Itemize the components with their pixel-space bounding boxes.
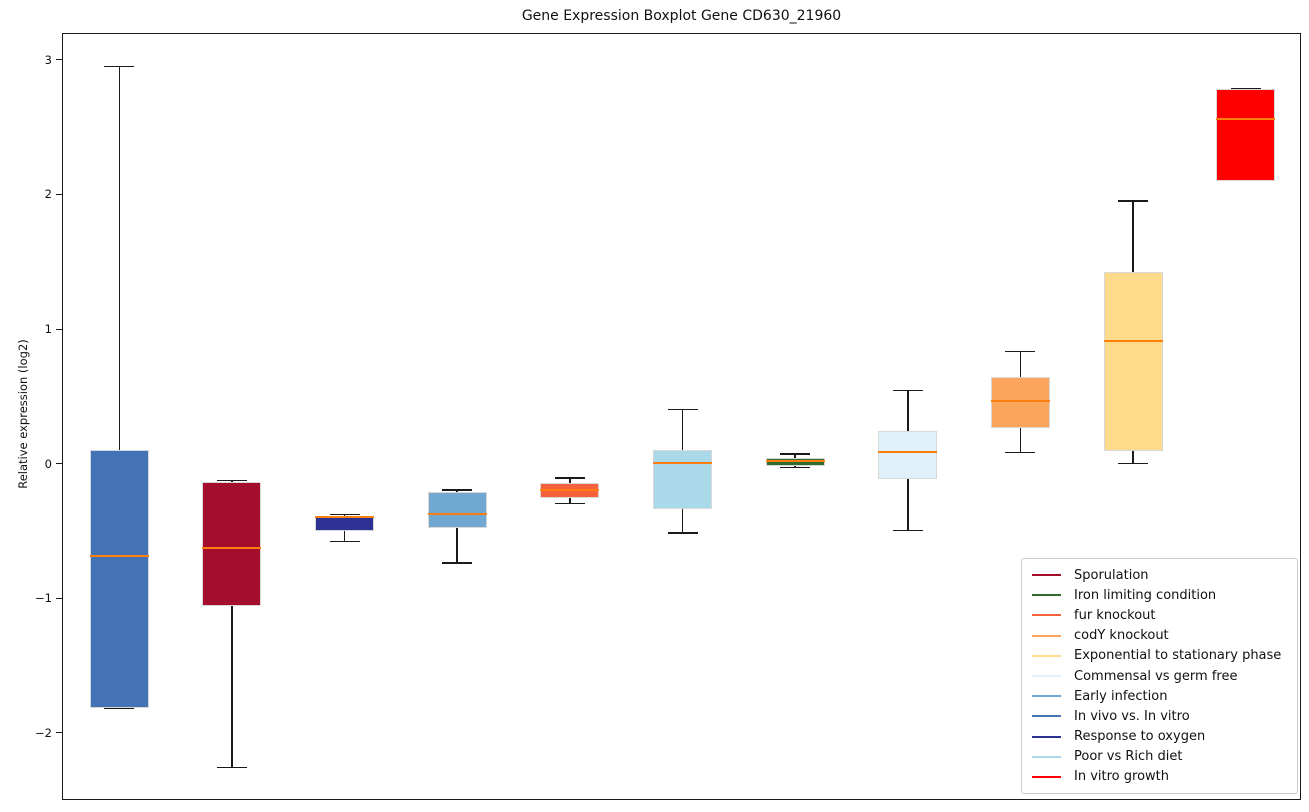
legend-label: Response to oxygen (1074, 729, 1206, 745)
whisker-line (231, 480, 233, 768)
whisker-cap-high (667, 408, 698, 411)
y-tick-label: −2 (35, 725, 52, 740)
median-line (765, 459, 825, 462)
y-tick-mark (56, 59, 62, 61)
whisker-cap-low (104, 707, 135, 709)
legend-swatch (1032, 735, 1061, 738)
y-tick-label: −1 (35, 591, 52, 606)
y-tick-label: 2 (44, 187, 52, 202)
y-tick-mark (56, 463, 62, 465)
legend-item: Early infection (1032, 686, 1289, 706)
legend-item: fur knockout (1032, 605, 1289, 625)
median-line (1216, 117, 1276, 120)
legend-label: Sporulation (1074, 567, 1149, 583)
legend-item: codY knockout (1032, 626, 1289, 646)
box-sporulation (202, 482, 262, 606)
whisker-cap-low (1118, 462, 1149, 464)
legend-item: Sporulation (1032, 565, 1289, 585)
legend-label: Poor vs Rich diet (1074, 749, 1183, 765)
legend-label: In vivo vs. In vitro (1074, 708, 1190, 724)
box-poor-vs-rich-diet (653, 449, 712, 509)
legend-label: codY knockout (1074, 628, 1169, 644)
whisker-cap-low (1230, 179, 1261, 182)
legend-swatch (1032, 574, 1061, 577)
median-line (427, 513, 487, 516)
whisker-cap-low (667, 532, 698, 534)
whisker-cap-low (892, 529, 923, 532)
y-axis-label: Relative expression (log2) (16, 339, 30, 489)
y-tick-mark (56, 732, 62, 734)
legend-label: Early infection (1074, 688, 1168, 704)
median-line (990, 400, 1050, 403)
legend-swatch (1032, 695, 1061, 698)
whisker-cap-high (442, 489, 473, 491)
y-tick-mark (56, 597, 62, 599)
legend-swatch (1032, 614, 1061, 617)
y-tick-label: 1 (44, 322, 52, 337)
legend-swatch (1032, 755, 1061, 758)
legend-swatch (1032, 675, 1061, 678)
legend-swatch (1032, 715, 1061, 718)
box-cody-knockout (990, 377, 1050, 429)
whisker-cap-low (554, 502, 585, 505)
box-early-infection (427, 491, 487, 528)
y-tick-label: 0 (44, 456, 52, 471)
plot-area (62, 33, 1301, 800)
median-line (540, 489, 600, 492)
chart-title: Gene Expression Boxplot Gene CD630_21960 (521, 8, 842, 24)
y-tick-mark (56, 193, 62, 195)
legend-swatch (1032, 594, 1061, 597)
whisker-cap-high (1118, 200, 1149, 202)
whisker-cap-low (442, 562, 473, 564)
whisker-cap-high (892, 389, 923, 392)
whisker-cap-high (1005, 350, 1036, 353)
box-in-vitro-growth (1216, 89, 1276, 181)
y-tick-label: 3 (44, 52, 52, 67)
legend-label: Commensal vs germ free (1074, 668, 1238, 684)
legend-swatch (1032, 654, 1061, 657)
legend-label: Exponential to stationary phase (1074, 648, 1282, 664)
median-line (315, 516, 375, 519)
whisker-cap-high (329, 513, 360, 516)
median-line (1103, 339, 1163, 342)
legend: Sporulation Iron limiting condition fur kn… (1021, 558, 1298, 794)
whisker-cap-high (216, 479, 247, 482)
whisker-cap-high (780, 453, 811, 455)
legend-item: In vitro growth (1032, 767, 1289, 787)
whisker-line (118, 66, 121, 709)
box-exponential-to-stationary-phase (1103, 272, 1163, 452)
box-in-vivo-vs-in-vitro (89, 449, 149, 709)
legend-swatch (1032, 634, 1061, 637)
whisker-cap-low (216, 766, 247, 769)
whisker-cap-low (780, 466, 811, 469)
whisker-cap-low (329, 540, 360, 543)
median-line (202, 547, 262, 550)
legend-item: Poor vs Rich diet (1032, 747, 1289, 767)
y-tick-mark (56, 328, 62, 330)
legend-item: Response to oxygen (1032, 727, 1289, 747)
median-line (878, 451, 938, 454)
legend-label: Iron limiting condition (1074, 587, 1217, 603)
whisker-cap-low (1005, 451, 1036, 454)
legend-item: In vivo vs. In vitro (1032, 706, 1289, 726)
median-line (89, 555, 149, 558)
median-line (653, 462, 712, 465)
legend-swatch (1032, 775, 1061, 778)
box-iron-limiting-condition (765, 457, 825, 466)
legend-item: Exponential to stationary phase (1032, 646, 1289, 666)
box-commensal-vs-germ-free (878, 430, 938, 480)
legend-item: Iron limiting condition (1032, 585, 1289, 605)
legend-label: fur knockout (1074, 607, 1156, 623)
legend-label: In vitro growth (1074, 769, 1169, 785)
whisker-cap-high (104, 65, 135, 68)
legend-item: Commensal vs germ free (1032, 666, 1289, 686)
whisker-cap-high (554, 477, 585, 479)
